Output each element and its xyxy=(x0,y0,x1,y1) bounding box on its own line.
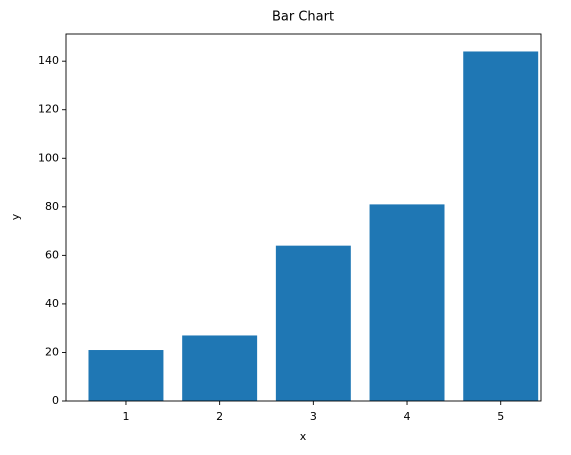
x-axis-label: x xyxy=(300,430,307,443)
y-tick-label: 20 xyxy=(45,345,59,358)
y-tick-label: 120 xyxy=(38,103,59,116)
x-tick-label: 1 xyxy=(122,410,129,423)
x-tick-label: 5 xyxy=(497,410,504,423)
bar xyxy=(369,204,445,401)
y-tick-label: 140 xyxy=(38,54,59,67)
y-tick-label: 60 xyxy=(45,248,59,261)
y-tick-label: 80 xyxy=(45,200,59,213)
x-tick-label: 3 xyxy=(310,410,317,423)
plot-frame xyxy=(65,33,542,402)
y-tick-label: 0 xyxy=(52,394,59,407)
x-tick-label: 4 xyxy=(404,410,411,423)
chart-title: Bar Chart xyxy=(272,10,334,25)
bar xyxy=(463,51,539,401)
y-tick-label: 40 xyxy=(45,297,59,310)
y-axis-label: y xyxy=(9,213,22,220)
bar xyxy=(275,245,351,401)
x-tick-label: 2 xyxy=(216,410,223,423)
y-tick-label: 100 xyxy=(38,151,59,164)
bar xyxy=(88,350,164,401)
bar xyxy=(182,335,258,401)
